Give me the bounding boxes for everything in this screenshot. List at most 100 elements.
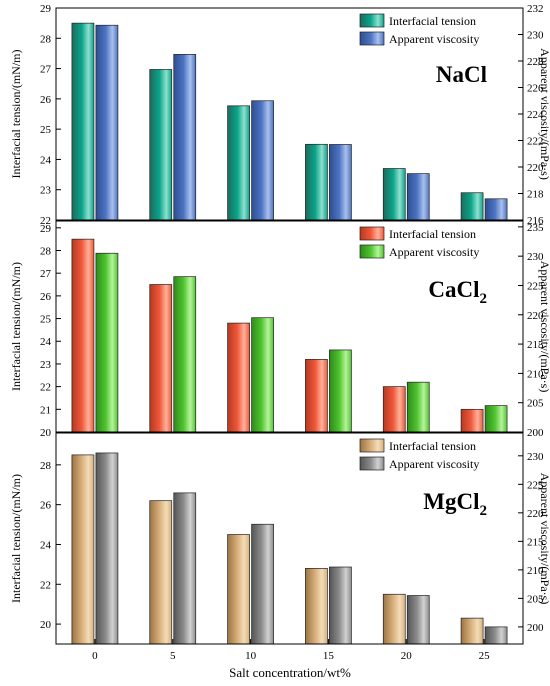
left-tick-label: 21	[40, 404, 51, 416]
bar-apparent-viscosity	[406, 595, 430, 645]
bar-interfacial-tension	[305, 568, 328, 645]
bar-interfacial-tension	[149, 500, 173, 645]
left-tick-label: 24	[40, 539, 52, 551]
right-tick-label: 215	[527, 536, 544, 548]
bar-interfacial-tension	[305, 143, 328, 221]
right-tick-label: 230	[527, 30, 544, 42]
right-axis-label: Apparent viscosity/(mPa·s)	[538, 261, 550, 393]
bar-apparent-viscosity	[173, 492, 197, 645]
bar-apparent-viscosity	[484, 626, 508, 645]
bar-apparent-viscosity	[251, 317, 274, 433]
left-tick-label: 25	[40, 314, 52, 326]
left-tick-label: 25	[40, 124, 52, 136]
bar-interfacial-tension	[460, 617, 484, 645]
right-tick-label: 215	[527, 339, 544, 351]
bar-interfacial-tension	[382, 168, 406, 221]
bar-apparent-viscosity	[329, 144, 352, 221]
bar-apparent-viscosity	[251, 523, 274, 645]
left-tick-label: 28	[40, 33, 52, 45]
chart-panel: 22 23 24 25 26 27 28 29 216 218 220 222 224 226 228 230…	[9, 3, 550, 227]
bar-apparent-viscosity	[173, 54, 197, 221]
right-tick-label: 205	[527, 398, 544, 410]
right-tick-label: 205	[527, 593, 544, 605]
plot-frame	[55, 432, 524, 645]
panel-title: NaCl	[436, 62, 487, 87]
bar-interfacial-tension	[227, 534, 250, 645]
left-tick-label: 24	[40, 154, 52, 166]
x-tick-label: 10	[245, 650, 257, 662]
bar-interfacial-tension	[149, 284, 173, 433]
bar-apparent-viscosity	[251, 100, 274, 221]
panel-title: MgCl2	[423, 489, 487, 519]
bar-interfacial-tension	[71, 454, 95, 645]
bar-interfacial-tension	[382, 593, 406, 645]
bar-interfacial-tension	[149, 69, 173, 221]
legend-swatch	[359, 13, 385, 28]
left-tick-label: 26	[40, 500, 52, 512]
left-tick-label: 26	[40, 94, 52, 106]
right-tick-label: 224	[527, 109, 544, 121]
x-axis-label: Salt concentration/wt%	[229, 665, 351, 680]
legend-swatch	[359, 226, 385, 241]
right-tick-label: 225	[527, 280, 544, 292]
x-tick-label: 20	[401, 650, 413, 662]
right-tick-label: 200	[527, 622, 544, 634]
left-tick-label: 27	[40, 268, 52, 280]
bar-apparent-viscosity	[95, 24, 119, 221]
legend-label: Interfacial tension	[389, 439, 476, 453]
bar-interfacial-tension	[227, 322, 250, 433]
legend-swatch	[359, 456, 385, 471]
x-tick-label: 0	[92, 650, 98, 662]
left-tick-label: 24	[40, 336, 52, 348]
left-tick-label: 20	[40, 619, 52, 631]
right-axis-label: Apparent viscosity/(mPa·s)	[538, 473, 550, 605]
chart-panel: 20 21 22 23 24 25 26 27 28 29 200 205 210 215 220 225 23…	[9, 220, 550, 439]
right-tick-label: 222	[527, 136, 544, 148]
plot-frame	[55, 220, 524, 433]
bar-apparent-viscosity	[329, 349, 352, 433]
bar-apparent-viscosity	[95, 452, 119, 645]
left-tick-label: 28	[40, 245, 52, 257]
bar-interfacial-tension	[382, 386, 406, 433]
legend-label: Apparent viscosity	[389, 245, 479, 259]
chart-panel: 20 22 24 26 28 200 205 210 215 220 225 230 Interfaci…	[9, 432, 550, 645]
right-tick-label: 220	[527, 162, 544, 174]
right-tick-label: 210	[527, 368, 544, 380]
bar-interfacial-tension	[460, 408, 484, 433]
bar-apparent-viscosity	[173, 276, 197, 433]
left-tick-label: 28	[40, 460, 52, 472]
legend-swatch	[359, 31, 385, 46]
bar-interfacial-tension	[71, 238, 95, 433]
right-tick-label: 200	[527, 427, 544, 439]
right-tick-label: 210	[527, 565, 544, 577]
left-tick-label: 20	[40, 427, 52, 439]
left-tick-label: 29	[40, 3, 52, 15]
legend-label: Interfacial tension	[389, 227, 476, 241]
x-tick-label: 15	[323, 650, 335, 662]
right-tick-label: 232	[527, 3, 544, 15]
right-axis-label: Apparent viscosity/(mPa·s)	[538, 48, 550, 180]
left-tick-label: 23	[40, 185, 52, 197]
legend-swatch	[359, 244, 385, 259]
left-tick-label: 22	[40, 382, 51, 394]
right-tick-label: 220	[527, 508, 544, 520]
bar-interfacial-tension	[227, 105, 250, 221]
bar-apparent-viscosity	[484, 405, 508, 433]
right-tick-label: 230	[527, 451, 544, 463]
right-tick-label: 230	[527, 251, 544, 263]
panel-title: CaCl2	[428, 277, 487, 307]
left-tick-label: 22	[40, 215, 51, 227]
right-tick-label: 225	[527, 479, 544, 491]
legend-label: Interfacial tension	[389, 14, 476, 28]
right-tick-label: 218	[527, 189, 544, 201]
right-tick-label: 226	[527, 83, 544, 95]
left-tick-label: 22	[40, 579, 51, 591]
bar-apparent-viscosity	[329, 566, 352, 645]
legend-label: Apparent viscosity	[389, 457, 479, 471]
bar-apparent-viscosity	[406, 173, 430, 221]
left-axis-label: Interfacial tension/(mN/m)	[9, 262, 23, 391]
legend-swatch	[359, 438, 385, 453]
bar-interfacial-tension	[460, 192, 484, 221]
left-axis-label: Interfacial tension/(mN/m)	[9, 50, 23, 179]
